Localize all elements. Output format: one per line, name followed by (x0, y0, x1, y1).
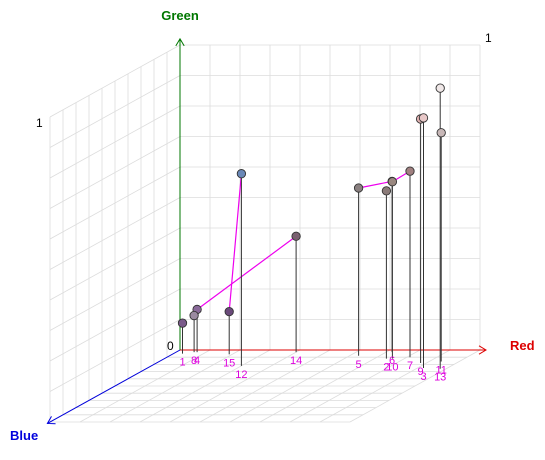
point-label: 11 (435, 365, 446, 377)
origin-tick-label: 0 (167, 339, 174, 353)
grid-line (49, 105, 181, 179)
point-label: 15 (223, 357, 235, 369)
data-point (387, 177, 398, 187)
data-point (418, 113, 429, 123)
grid-line (49, 75, 181, 148)
point-label: 13 (434, 372, 446, 384)
blue-axis-arrow (46, 416, 56, 425)
drop-lines (182, 88, 442, 369)
red-axis-arrow (478, 345, 487, 355)
grid-line (49, 197, 181, 270)
point-label: 14 (290, 355, 302, 367)
far-corner-max-tick-label: 1 (485, 31, 492, 45)
red-axis-label: Red (510, 338, 535, 353)
data-point (381, 186, 392, 196)
green-axis-arrow (175, 37, 185, 47)
point-label: 1 (179, 357, 185, 369)
data-points (177, 83, 446, 328)
data-point (405, 166, 415, 176)
blue-axis-label: Blue (10, 428, 38, 443)
data-point (189, 310, 199, 321)
grid (49, 44, 481, 423)
blue-axis (47, 349, 181, 424)
point-label: 12 (235, 369, 247, 381)
point-label: 7 (407, 360, 413, 372)
point-label: 6 (389, 355, 395, 367)
point-label: 2 (383, 362, 389, 374)
grid-line (49, 44, 181, 118)
grid-line (319, 349, 451, 423)
connector-line (358, 180, 393, 189)
connector-line (196, 235, 297, 310)
point-label: 4 (194, 355, 200, 367)
grid-line (259, 349, 391, 423)
data-point (177, 318, 188, 328)
grid-line (289, 349, 421, 423)
axis-texts: Green Red Blue 0 1 1 (10, 8, 535, 443)
point-label: 10 (386, 362, 398, 374)
data-point (435, 83, 445, 93)
connector-line (228, 173, 242, 312)
data-point (236, 169, 247, 179)
point-label: 5 (356, 359, 362, 371)
green-max-tick-label: 1 (36, 116, 43, 130)
grid-line (229, 349, 361, 423)
connector-lines (196, 117, 424, 312)
data-point (353, 183, 364, 193)
data-point (436, 128, 446, 138)
data-point (291, 231, 301, 241)
data-point (224, 306, 234, 317)
point-label: 3 (420, 371, 426, 383)
grid-line (49, 166, 181, 240)
point-label: 8 (191, 355, 197, 367)
green-axis-label: Green (161, 8, 199, 23)
point-label: 9 (418, 366, 424, 378)
grid-line (49, 136, 181, 209)
axes (46, 37, 487, 425)
grid-line (349, 349, 481, 423)
